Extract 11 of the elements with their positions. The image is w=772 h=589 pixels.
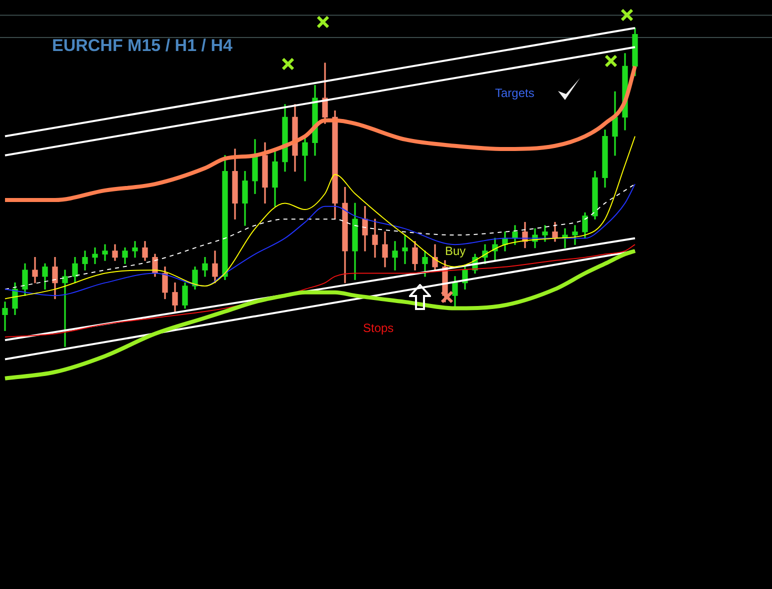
annotation: Buy — [445, 244, 466, 258]
text: EURCHF M15 / H1 / H4 — [52, 36, 232, 56]
candlestick — [102, 244, 108, 261]
candlestick — [132, 241, 138, 258]
candlestick — [62, 270, 68, 347]
candlestick — [402, 234, 408, 264]
candlestick — [392, 241, 398, 270]
annotation: Targets — [495, 86, 534, 100]
candlestick — [2, 302, 8, 331]
candlestick — [92, 247, 98, 264]
annotation: Stops — [363, 321, 394, 335]
